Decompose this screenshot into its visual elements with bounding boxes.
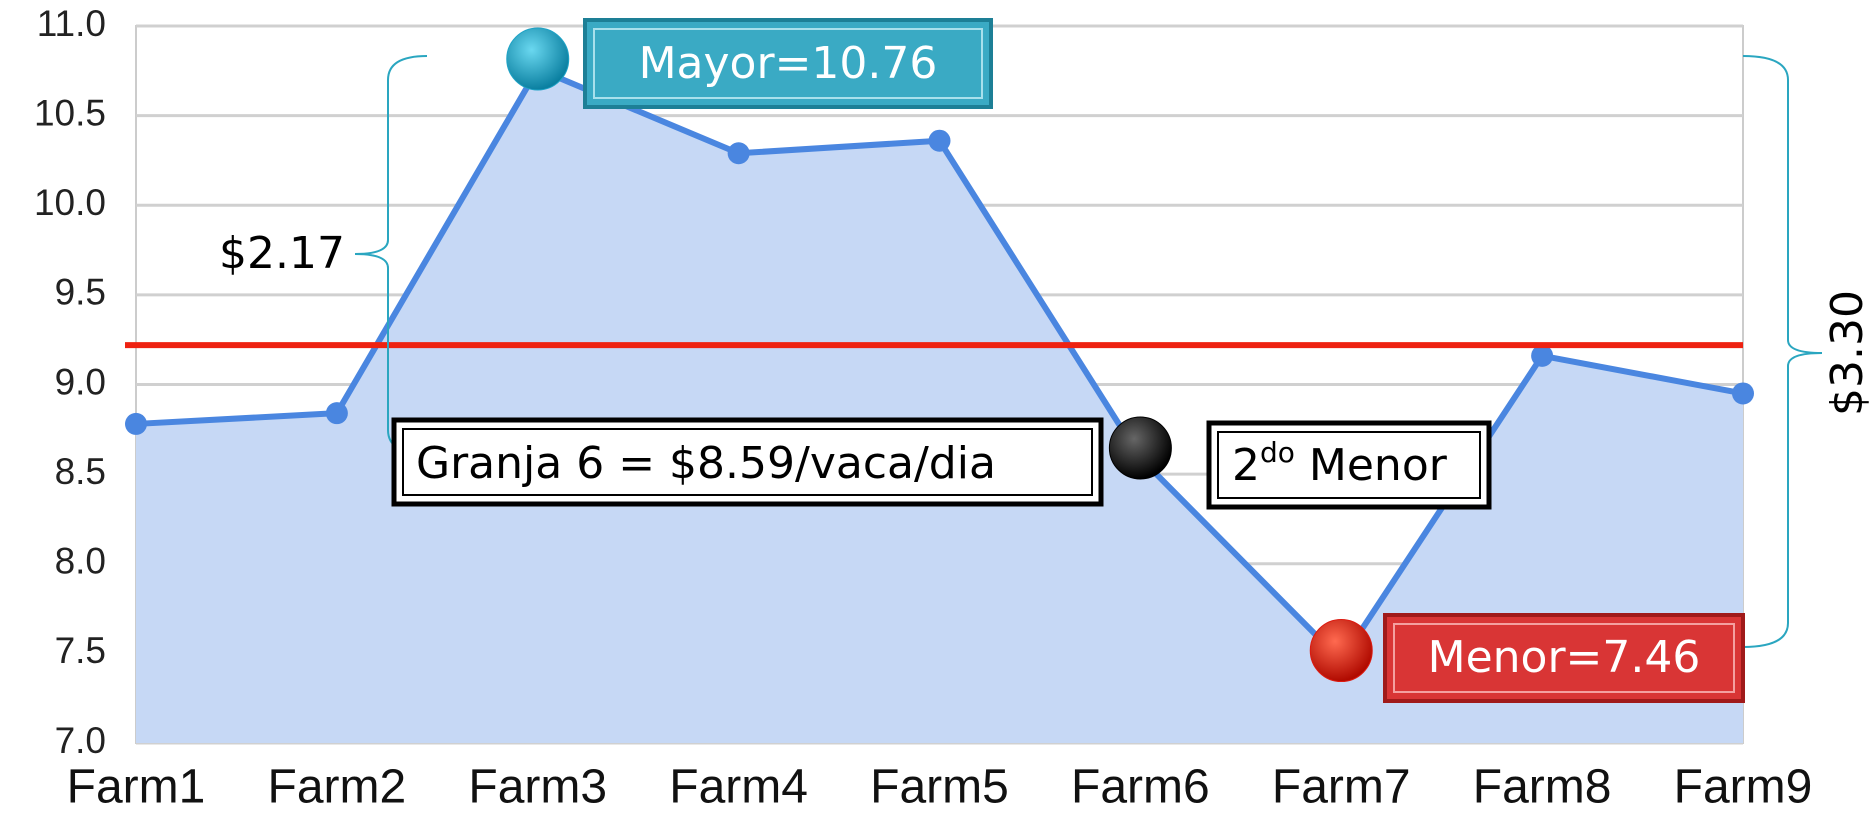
diff-left-label: $2.17 xyxy=(219,228,345,279)
max-box-inner xyxy=(593,28,983,99)
point xyxy=(727,142,750,165)
max-label: Mayor=10.76 xyxy=(639,38,938,89)
point xyxy=(325,402,348,425)
x-tick-label: Farm7 xyxy=(1272,761,1411,814)
x-tick-label: Farm5 xyxy=(870,761,1009,814)
bracket-right xyxy=(1742,55,1823,648)
x-tick-label: Farm6 xyxy=(1071,761,1210,814)
y-tick-label: 7.5 xyxy=(55,630,106,671)
y-tick-label: 10.0 xyxy=(34,182,106,223)
highlight-max xyxy=(506,27,570,91)
point xyxy=(125,412,147,435)
y-tick-label: 10.5 xyxy=(34,92,106,133)
farm6-box-inner xyxy=(402,428,1093,496)
point xyxy=(928,129,951,152)
bracket-left xyxy=(354,55,428,455)
area xyxy=(136,69,1743,743)
y-tick-label: 11.0 xyxy=(37,3,106,44)
x-tick-label: Farm4 xyxy=(669,761,808,814)
y-tick-label: 7.0 xyxy=(55,720,106,761)
farm6-label: Granja 6 = $8.59/vaca/dia xyxy=(416,438,996,489)
point xyxy=(1531,344,1554,367)
y-tick-label: 9.5 xyxy=(55,272,106,313)
second-min-label: 2do Menor xyxy=(1232,436,1448,491)
second-min-box-inner xyxy=(1217,431,1481,499)
min-box-inner xyxy=(1393,623,1735,693)
min-label: Menor=7.46 xyxy=(1428,632,1701,683)
point xyxy=(1732,382,1754,405)
highlight-second-min xyxy=(1108,416,1172,480)
second-min-box xyxy=(1206,420,1492,510)
y-tick-label: 9.0 xyxy=(55,361,106,402)
x-tick-label: Farm2 xyxy=(268,761,407,814)
x-tick-label: Farm8 xyxy=(1473,761,1612,814)
x-tick-label: Farm3 xyxy=(468,761,607,814)
diff-right-label: $3.30 xyxy=(1822,290,1872,416)
x-tick-label: Farm9 xyxy=(1674,761,1813,814)
min-box xyxy=(1383,613,1745,703)
y-tick-label: 8.5 xyxy=(55,451,106,492)
y-tick-label: 8.0 xyxy=(55,541,106,582)
highlight-min xyxy=(1309,619,1373,683)
farm6-box xyxy=(391,417,1104,507)
max-box xyxy=(583,18,993,109)
x-tick-label: Farm1 xyxy=(67,761,206,814)
